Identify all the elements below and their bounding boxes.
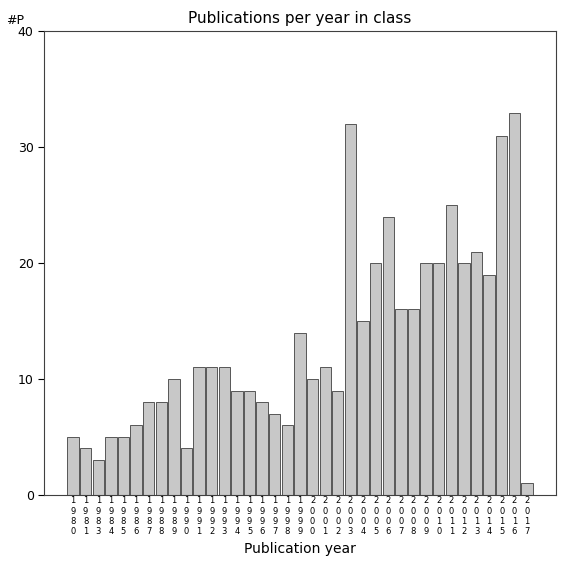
Bar [320,367,331,495]
X-axis label: Publication year: Publication year [244,542,356,556]
Bar [294,333,306,495]
Title: Publications per year in class: Publications per year in class [188,11,412,26]
Bar [269,414,281,495]
Bar [231,391,243,495]
Bar [155,402,167,495]
Bar [357,321,369,495]
Bar [244,391,255,495]
Text: #P: #P [6,14,24,27]
Bar [458,263,469,495]
Bar [67,437,79,495]
Bar [521,483,532,495]
Bar [383,217,394,495]
Bar [206,367,217,495]
Bar [345,124,356,495]
Bar [193,367,205,495]
Bar [471,252,482,495]
Bar [395,310,407,495]
Bar [130,425,142,495]
Bar [446,205,457,495]
Bar [370,263,382,495]
Bar [433,263,445,495]
Bar [92,460,104,495]
Bar [219,367,230,495]
Bar [307,379,318,495]
Bar [509,112,520,495]
Bar [105,437,116,495]
Bar [484,274,495,495]
Bar [408,310,419,495]
Bar [181,448,192,495]
Bar [496,136,507,495]
Bar [118,437,129,495]
Bar [256,402,268,495]
Bar [80,448,91,495]
Bar [143,402,154,495]
Bar [332,391,344,495]
Bar [282,425,293,495]
Bar [168,379,180,495]
Bar [420,263,431,495]
